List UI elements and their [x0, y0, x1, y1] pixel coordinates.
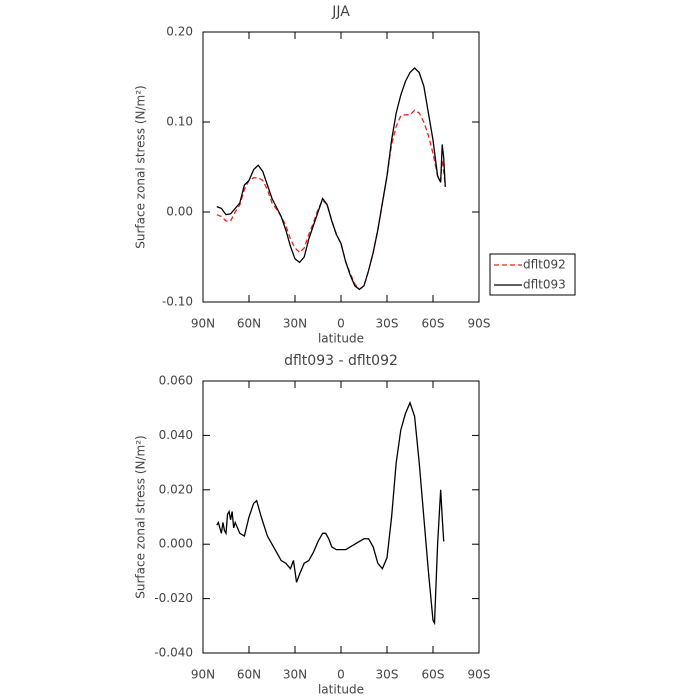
legend-label: dflt092: [523, 258, 566, 272]
data-line: [216, 67, 446, 291]
y-tick-label: 0.10: [166, 115, 193, 129]
y-tick-label: -0.040: [154, 646, 193, 660]
x-tick-label: 30S: [376, 668, 399, 682]
plot-frame: [202, 31, 480, 303]
chart-title: JJA: [331, 4, 350, 20]
y-tick-label: 0.020: [159, 482, 193, 496]
y-tick-label: 0.000: [159, 537, 193, 551]
x-tick-label: 0: [337, 668, 345, 682]
y-tick-label: -0.020: [154, 591, 193, 605]
x-tick-label: 30N: [283, 317, 307, 331]
x-tick-label: 60S: [422, 668, 445, 682]
y-tick-label: 0.20: [166, 25, 193, 39]
x-tick-label: 0: [337, 317, 345, 331]
legend-label: dflt093: [523, 278, 566, 292]
x-tick-label: 90N: [191, 317, 215, 331]
plot-frame: [202, 380, 480, 654]
y-tick-label: 0.00: [166, 205, 193, 219]
x-tick-label: 90S: [468, 668, 491, 682]
x-tick-label: 60N: [237, 317, 261, 331]
x-axis-label: latitude: [318, 332, 364, 346]
x-axis-label: latitude: [318, 683, 364, 697]
data-line: [216, 400, 445, 626]
x-tick-label: 30N: [283, 668, 307, 682]
x-tick-label: 60N: [237, 668, 261, 682]
x-tick-label: 90N: [191, 668, 215, 682]
x-tick-label: 90S: [468, 317, 491, 331]
y-tick-label: 0.040: [159, 428, 193, 442]
y-tick-label: -0.10: [162, 295, 193, 309]
chart-title: dflt093 - dflt092: [284, 353, 398, 369]
x-tick-label: 60S: [422, 317, 445, 331]
data-line: [216, 109, 446, 291]
legend-box: [489, 253, 576, 296]
y-tick-label: 0.060: [159, 374, 193, 388]
x-tick-label: 30S: [376, 317, 399, 331]
y-axis-label: Surface zonal stress (N/m²): [134, 435, 148, 599]
y-axis-label: Surface zonal stress (N/m²): [134, 85, 148, 249]
